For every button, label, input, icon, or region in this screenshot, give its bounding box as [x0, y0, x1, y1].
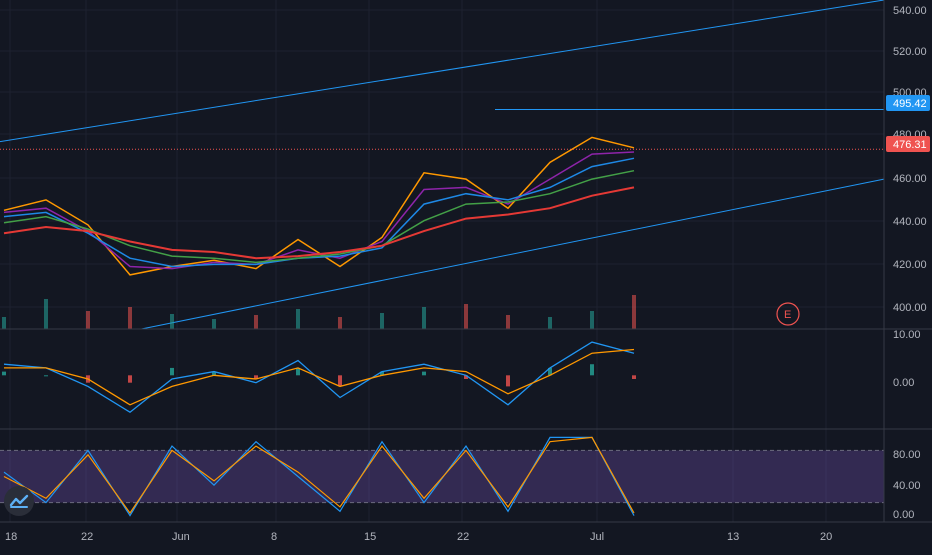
level-price-label: 495.42 — [886, 95, 930, 111]
macd-histogram-bar — [212, 371, 216, 376]
earnings-circle — [776, 302, 800, 326]
macd-histogram-bar — [590, 364, 594, 376]
volume-bar — [632, 295, 636, 329]
volume-bar — [44, 299, 48, 329]
current-price-text: 476.31 — [893, 139, 927, 151]
macd-histogram-bar — [422, 371, 426, 376]
moving-averages — [3, 136, 635, 276]
stoch-tick: 40.00 — [893, 480, 921, 492]
macd-histogram-bar — [44, 375, 48, 377]
trendline-lower — [141, 178, 885, 330]
time-tick: 22 — [457, 531, 469, 543]
level-label-text: 495.42 — [893, 98, 927, 110]
macd-axis[interactable]: 10.00 0.00 — [893, 329, 921, 389]
macd-signal-line — [4, 348, 635, 406]
stochastic-band — [0, 450, 884, 503]
macd-histogram-bar — [338, 375, 342, 387]
stoch-tick: 80.00 — [893, 449, 921, 461]
volume-bar — [296, 309, 300, 329]
moving-average-line — [3, 136, 635, 276]
grid — [0, 0, 884, 522]
macd-histogram-bar — [506, 375, 510, 387]
volume-bar — [170, 314, 174, 329]
tradingview-logo-icon[interactable] — [4, 486, 34, 516]
time-axis[interactable]: 18 22 Jun 8 15 22 Jul 13 20 — [5, 531, 832, 543]
macd-panel — [2, 341, 636, 413]
volume-bar — [2, 317, 6, 329]
volume-bar — [86, 311, 90, 329]
price-tick: 400.00 — [893, 302, 927, 314]
macd-histogram-bar — [548, 367, 552, 376]
trendline-upper — [0, 0, 885, 143]
price-tick: 440.00 — [893, 216, 927, 228]
stoch-tick: 0.00 — [893, 509, 914, 521]
price-tick: 460.00 — [893, 173, 927, 185]
earnings-marker[interactable]: E — [776, 302, 800, 326]
volume-bar — [380, 313, 384, 329]
volume-bar — [506, 315, 510, 329]
price-axis[interactable]: 540.00 520.00 500.00 480.00 460.00 440.0… — [893, 5, 927, 314]
macd-histogram-bar — [464, 375, 468, 379]
volume-bars — [2, 295, 636, 329]
volume-bar — [128, 307, 132, 329]
volume-bar — [590, 311, 594, 329]
stochastic-d-line — [3, 436, 635, 515]
volume-bar — [338, 317, 342, 329]
macd-histogram-bar — [170, 367, 174, 376]
time-tick: 13 — [727, 531, 739, 543]
time-tick: 18 — [5, 531, 17, 543]
moving-average-line — [3, 169, 635, 264]
price-tick: 520.00 — [893, 46, 927, 58]
macd-line — [3, 341, 635, 413]
macd-histogram-bar — [128, 375, 132, 383]
current-price-bg — [886, 136, 930, 152]
macd-histogram-bar — [632, 375, 636, 379]
earnings-label: E — [784, 309, 791, 321]
level-label-bg — [886, 95, 930, 111]
logo-glyph — [9, 494, 29, 508]
stoch-axis[interactable]: 80.00 40.00 0.00 — [893, 449, 921, 521]
volume-bar — [548, 317, 552, 329]
trend-channel[interactable] — [0, 0, 885, 330]
volume-bar — [254, 315, 258, 329]
stochastic-panel — [0, 436, 884, 517]
macd-tick: 0.00 — [893, 377, 914, 389]
moving-average-line — [3, 186, 635, 260]
time-tick: 22 — [81, 531, 93, 543]
reference-lines — [0, 108, 884, 150]
volume-bar — [212, 319, 216, 329]
time-tick: 15 — [364, 531, 376, 543]
price-tick: 420.00 — [893, 259, 927, 271]
current-price-label: 476.31 — [886, 136, 930, 152]
time-tick: Jul — [590, 531, 604, 543]
macd-histogram-bar — [296, 367, 300, 376]
volume-bar — [422, 307, 426, 329]
moving-average-line — [3, 157, 635, 268]
macd-tick: 10.00 — [893, 329, 921, 341]
time-tick: 20 — [820, 531, 832, 543]
volume-bar — [464, 304, 468, 329]
time-tick: 8 — [271, 531, 277, 543]
price-tick: 540.00 — [893, 5, 927, 17]
macd-histogram-bar — [2, 371, 6, 376]
macd-histogram-bar — [254, 375, 258, 379]
time-tick: Jun — [172, 531, 190, 543]
macd-histogram-bar — [380, 371, 384, 376]
